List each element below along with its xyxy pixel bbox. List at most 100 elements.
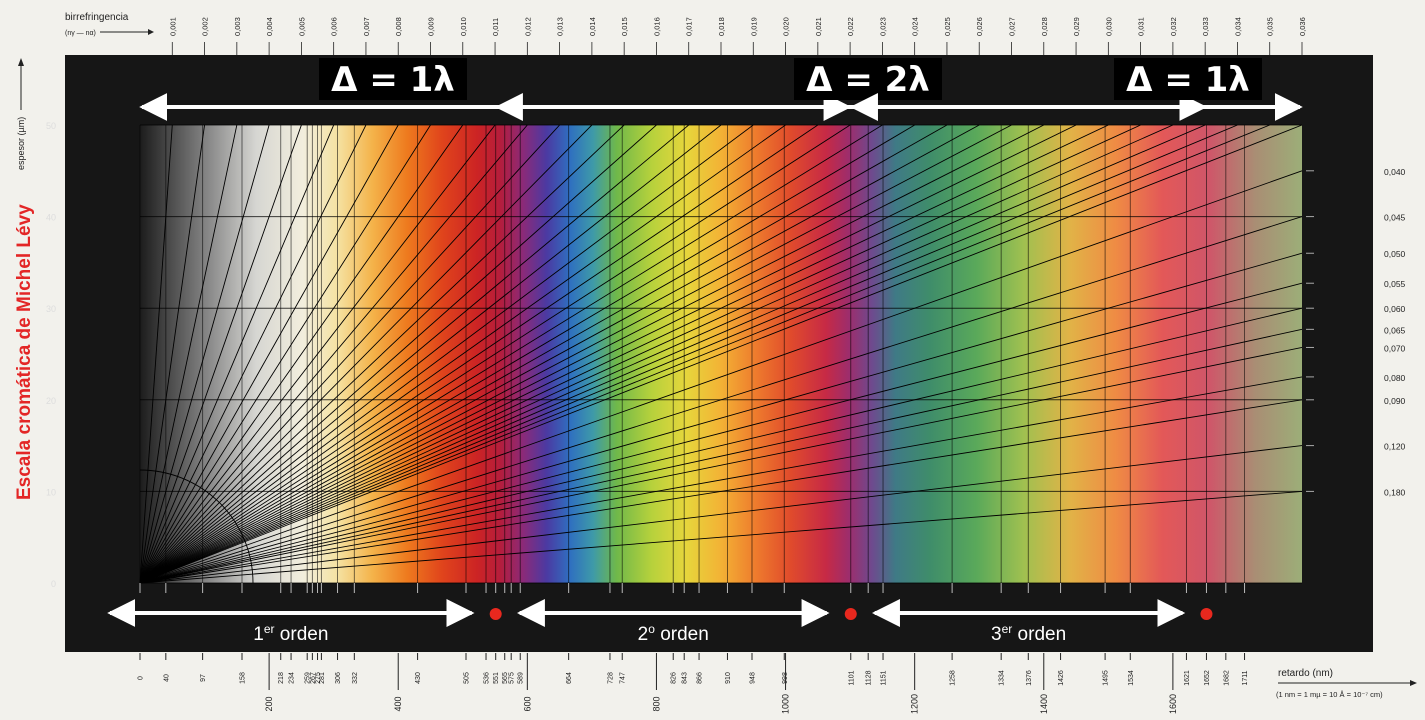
order-boundary-dot [489, 608, 502, 620]
retardation-color-label: 505 [464, 672, 471, 684]
birefringence-tick-label: 0,017 [685, 17, 694, 36]
birefringence-line [139, 124, 238, 584]
retardation-color-label: 536 [484, 672, 491, 684]
birefringence-line [139, 124, 270, 584]
birefringence-line [139, 124, 173, 584]
birefringence-line [139, 124, 496, 584]
thickness-tick-label: 10 [46, 487, 56, 497]
birefringence-tick-label: 0,023 [878, 17, 887, 36]
retardation-color-label: 1711 [1242, 670, 1249, 685]
retardation-color-label: 1151 [881, 670, 888, 685]
retardation-color-label: 948 [749, 672, 756, 684]
birefringence-tick-label: 0,035 [1266, 17, 1275, 36]
retardation-color-label: 728 [607, 672, 614, 684]
birefringence-axis-label: birrefringencia [65, 12, 129, 23]
retardation-color-label: 551 [493, 672, 500, 684]
order-boundary-dot [1200, 608, 1213, 620]
birefringence-tick-label: 0,014 [588, 17, 597, 36]
order-boundary-dot [844, 608, 857, 620]
birefringence-tick-label: 0,012 [523, 17, 532, 36]
retardation-color-label: 218 [278, 672, 285, 684]
retardation-arrow-head [1410, 680, 1417, 686]
birefringence-line [139, 490, 1303, 584]
birefringence-line [139, 124, 560, 584]
birefringence-line [139, 124, 625, 584]
retardation-color-label: 306 [335, 672, 342, 684]
birefringence-line [139, 124, 1174, 584]
birefringence-tick-label: 0,036 [1298, 17, 1307, 36]
retardation-color-label: 1682 [1223, 670, 1230, 686]
birefringence-right-label: 0,065 [1384, 325, 1406, 335]
birefringence-line [139, 124, 819, 584]
retardation-color-label: 866 [697, 672, 704, 684]
retardation-color-label: 40 [163, 674, 170, 682]
birefringence-tick-label: 0,025 [943, 17, 952, 36]
birefringence-line [139, 124, 399, 584]
retardation-color-label: 1101 [848, 670, 855, 685]
delta-label-box [1114, 58, 1262, 100]
retardation-color-label: 664 [566, 672, 573, 684]
retardation-major-label: 200 [264, 696, 274, 711]
birefringence-line [139, 124, 206, 584]
birefringence-tick-label: 0,015 [620, 17, 629, 36]
birefringence-formula: (nγ — nα) [65, 30, 96, 37]
retardation-color-label: 1534 [1128, 670, 1135, 686]
birefringence-tick-label: 0,010 [459, 17, 468, 36]
retardation-color-label: 1652 [1204, 670, 1211, 686]
birefringence-tick-label: 0,027 [1008, 17, 1017, 36]
retardation-major-label: 400 [393, 696, 403, 711]
birefringence-right-label: 0,060 [1384, 304, 1406, 314]
origin-arc [139, 469, 254, 584]
birefringence-line [139, 124, 980, 584]
birefringence-line [139, 124, 1109, 584]
birefringence-tick-label: 0,021 [814, 17, 823, 36]
order-label: 1er orden [253, 622, 328, 645]
birefringence-tick-label: 0,029 [1072, 17, 1081, 36]
birefringence-tick-label: 0,019 [749, 17, 758, 36]
retardation-major-label: 1200 [910, 694, 920, 714]
thickness-arrow-head [18, 58, 24, 66]
birefringence-right-label: 0,080 [1384, 373, 1406, 383]
birefringence-tick-label: 0,026 [975, 17, 984, 36]
birefringence-line [139, 170, 1303, 584]
retardation-color-label: 332 [352, 672, 359, 684]
birefringence-line [139, 124, 1044, 584]
birefringence-line [139, 124, 948, 584]
retardation-color-label: 158 [239, 672, 246, 684]
birefringence-line [139, 399, 1303, 584]
birefringence-line [139, 124, 367, 584]
birefringence-tick-label: 0,034 [1233, 17, 1242, 36]
retardation-axis-label: retardo (nm) [1278, 668, 1333, 679]
birefringence-line [139, 124, 1270, 584]
birefringence-line [139, 124, 431, 584]
birefringence-line [139, 124, 883, 584]
birefringence-tick-label: 0,024 [911, 17, 920, 36]
birefringence-right-label: 0,090 [1384, 396, 1406, 406]
birefringence-line [139, 124, 528, 584]
birefringence-tick-label: 0,020 [782, 17, 791, 36]
thickness-tick-label: 40 [46, 213, 56, 223]
retardation-color-label: 0 [138, 676, 145, 680]
delta-label-box [319, 58, 467, 100]
birefringence-tick-label: 0,009 [427, 17, 436, 36]
retardation-color-label: 910 [725, 672, 732, 684]
birefringence-line [139, 124, 690, 584]
birefringence-line [139, 124, 1141, 584]
birefringence-line [139, 124, 915, 584]
retardation-color-label: 1426 [1058, 670, 1065, 686]
birefringence-line [139, 124, 722, 584]
birefringence-tick-label: 0,030 [1104, 17, 1113, 36]
retardation-color-label: 589 [518, 672, 525, 684]
birefringence-tick-label: 0,011 [491, 18, 500, 36]
birefringence-line [139, 124, 464, 584]
birefringence-tick-label: 0,001 [168, 17, 177, 36]
birefringence-tick-label: 0,022 [846, 17, 855, 36]
retardation-color-label: 1258 [950, 670, 957, 686]
retardation-color-label: 430 [415, 672, 422, 684]
retardation-color-label: 1128 [866, 670, 873, 685]
birefringence-tick-label: 0,032 [1169, 17, 1178, 36]
birefringence-line [139, 328, 1303, 584]
birefringence-tick-label: 0,004 [265, 17, 274, 36]
